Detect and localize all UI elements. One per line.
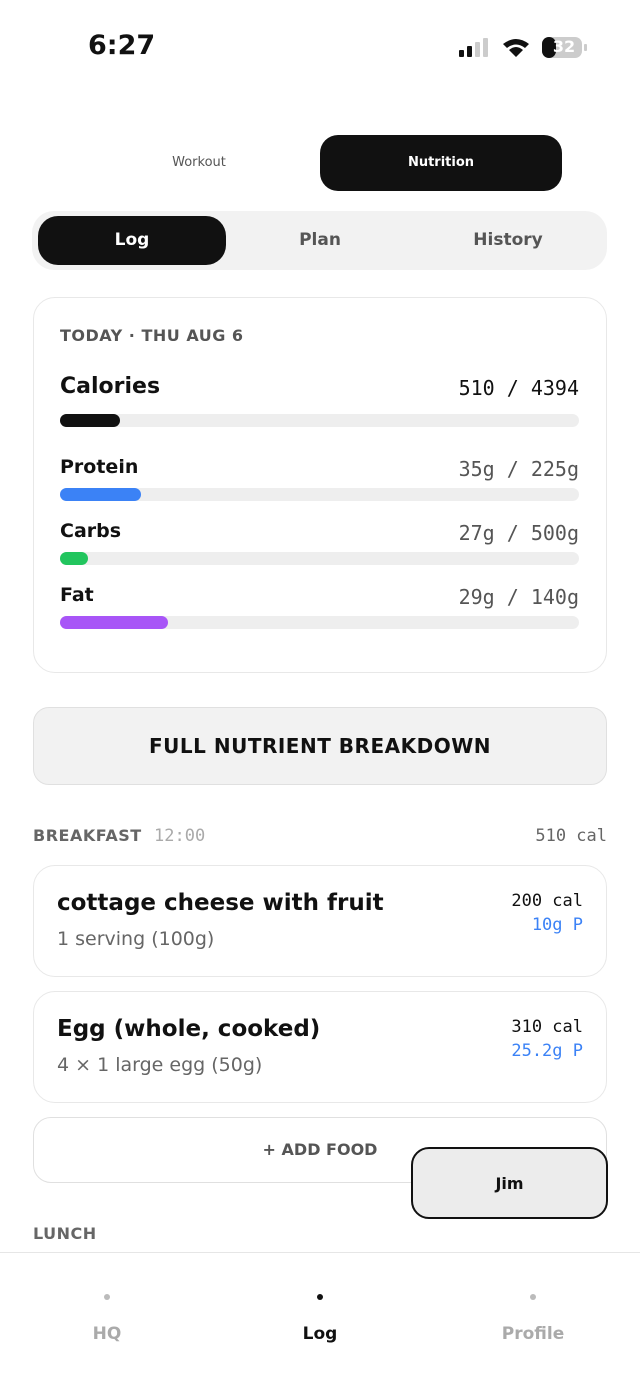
food-name: cottage cheese with fruit: [57, 890, 384, 916]
nutrient-name: Protein: [60, 456, 139, 478]
next-meal: LUNCH: [33, 1224, 97, 1243]
food-card[interactable]: [33, 991, 607, 1103]
nutrient-amount: 27g / 500g: [458, 521, 579, 545]
floating-button[interactable]: Jim: [411, 1147, 608, 1219]
add-food-button[interactable]: + ADD FOOD: [33, 1117, 607, 1183]
date: TODAY · THU AUG 6: [60, 326, 244, 345]
progress-fill: [60, 616, 168, 629]
nav-dot: [317, 1294, 323, 1300]
progress-track: [60, 488, 579, 501]
food-serving: 1 serving (100g): [57, 928, 215, 950]
tab-active[interactable]: Nutrition: [320, 135, 562, 191]
battery-level: 32: [552, 37, 576, 56]
breakdown-button[interactable]: FULL NUTRIENT BREAKDOWN: [33, 707, 607, 785]
progress-fill: [60, 488, 141, 501]
nav-item[interactable]: Profile: [501, 1324, 565, 1344]
summary-card: [33, 297, 607, 673]
nav-item-active[interactable]: Log: [302, 1324, 338, 1344]
nutrient-amount: 29g / 140g: [458, 585, 579, 609]
subtab[interactable]: History: [473, 230, 543, 250]
progress-fill: [60, 552, 89, 565]
subtab-active[interactable]: Log: [38, 216, 226, 265]
nutrient-name: Carbs: [60, 520, 122, 542]
food-serving: 4 × 1 large egg (50g): [57, 1054, 263, 1076]
meal-total: 510 cal: [535, 826, 607, 846]
clock: 6:27: [88, 30, 156, 61]
nav-dot: [530, 1294, 536, 1300]
subtab[interactable]: Plan: [299, 230, 341, 250]
food-name: Egg (whole, cooked): [57, 1016, 321, 1042]
status-icons: [459, 37, 587, 58]
food-calories: 310 cal: [511, 1017, 583, 1037]
progress-track: [60, 552, 579, 565]
food-protein: 25.2g P: [511, 1041, 583, 1061]
nutrient-amount: 35g / 225g: [458, 457, 579, 481]
nutrient-name: Fat: [60, 584, 94, 606]
meal-name: BREAKFAST: [33, 826, 142, 845]
food-protein: 10g P: [531, 915, 583, 935]
tab[interactable]: Workout: [172, 155, 226, 170]
nutrient-amount: 510 / 4394: [458, 376, 579, 400]
food-calories: 200 cal: [511, 891, 583, 911]
bottom-nav: [0, 1252, 640, 1387]
nav-item[interactable]: HQ: [92, 1324, 122, 1344]
progress-track: [60, 414, 579, 427]
progress-fill: [60, 414, 121, 427]
nutrient-name: Calories: [60, 374, 161, 399]
meal-time: 12:00: [154, 826, 206, 846]
progress-track: [60, 616, 579, 629]
nav-dot: [104, 1294, 110, 1300]
food-card[interactable]: [33, 865, 607, 977]
